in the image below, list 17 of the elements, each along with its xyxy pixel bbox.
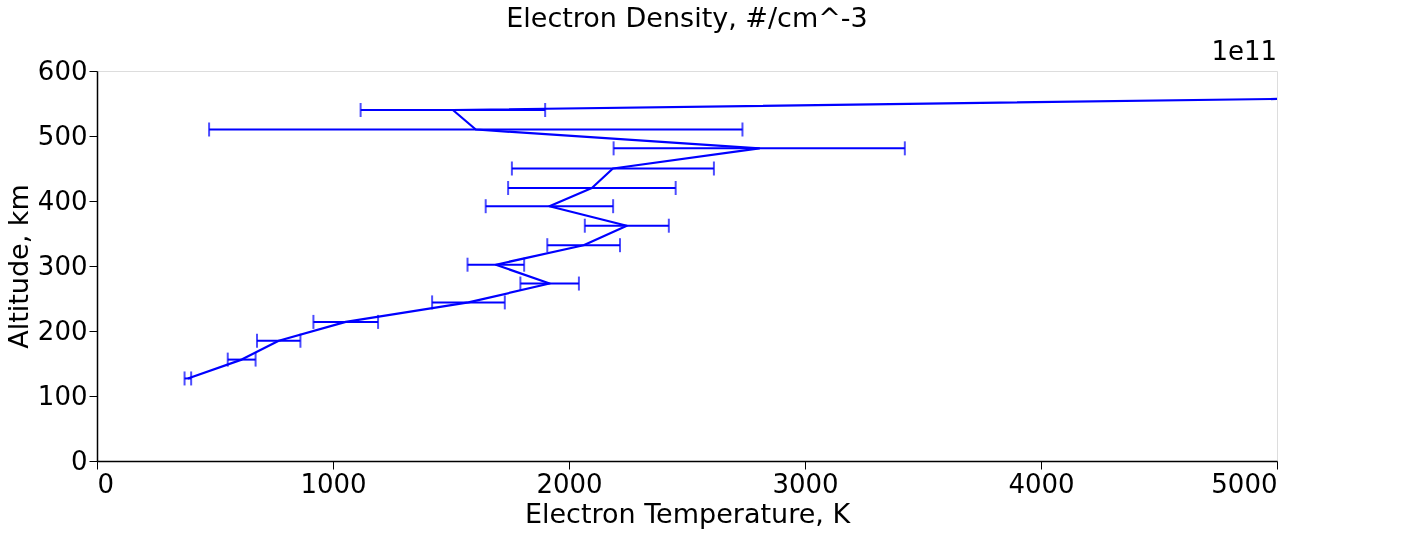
y-tick-label: 100 (37, 380, 88, 411)
text: 1e11 (1211, 36, 1277, 66)
x-tick-label: 3000 (772, 468, 839, 499)
x-tick-label: 0 (97, 468, 115, 499)
y-tick-label: 500 (37, 120, 88, 151)
x-tick-label: 4000 (1008, 468, 1075, 499)
y-tick-label: 400 (37, 185, 88, 216)
x-tick-label: 5000 (1211, 468, 1278, 499)
x-axis-title: Electron Temperature, K (524, 497, 852, 529)
y-axis-title: Altitude, km (2, 184, 34, 349)
y-tick-label: 200 (37, 315, 88, 346)
x-tick-label: 2000 (536, 468, 603, 499)
x-tick-label: 1000 (300, 468, 367, 499)
y-tick-label: 300 (37, 250, 88, 281)
y-tick-label: 0 (70, 445, 88, 476)
chart-title: Electron Density, #/cm^-3 (506, 2, 868, 33)
y-tick-label: 600 (37, 55, 88, 86)
